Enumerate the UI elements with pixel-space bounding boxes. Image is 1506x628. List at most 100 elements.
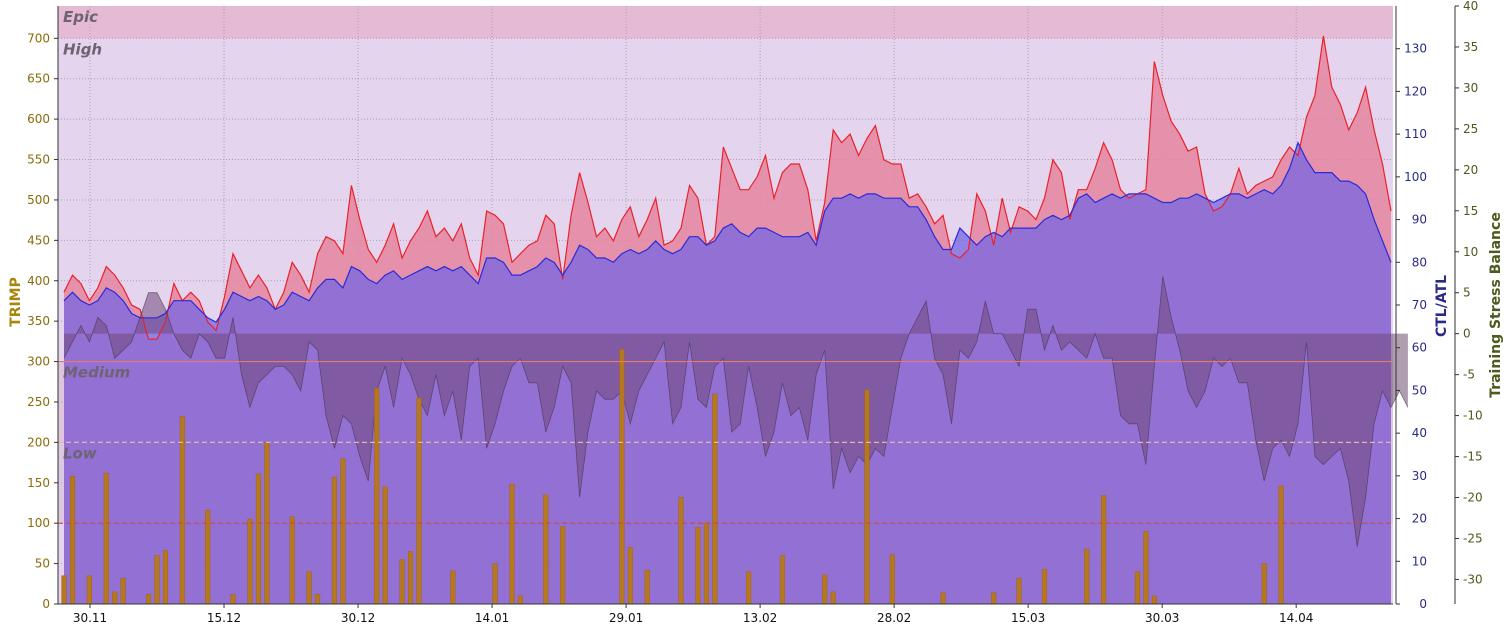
x-tick-label: 30.11 [73, 611, 107, 625]
middle-tick-label: 0 [1419, 597, 1427, 611]
x-tick-label: 15.12 [207, 611, 241, 625]
trimp-bar [154, 555, 160, 605]
left-tick-label: 650 [27, 72, 50, 86]
trimp-bar [314, 594, 321, 605]
left-tick-label: 600 [27, 112, 50, 126]
middle-tick-label: 30 [1412, 469, 1427, 483]
x-tick-label: 15.03 [1011, 611, 1045, 625]
right-tick-label: 40 [1463, 0, 1478, 13]
trimp-bar [1016, 577, 1022, 605]
trimp-bar [678, 497, 684, 605]
middle-tick-label: 10 [1412, 554, 1427, 568]
trimp-bar [120, 577, 126, 605]
trimp-bar [255, 473, 261, 605]
trimp-bar [382, 486, 388, 605]
middle-tick-label: 60 [1412, 341, 1427, 355]
trimp-bar [162, 550, 169, 605]
trimp-bar [1041, 569, 1048, 605]
x-tick-label: 13.02 [743, 611, 777, 625]
trimp-bar [712, 393, 718, 605]
left-tick-label: 50 [35, 557, 50, 571]
left-tick-label: 400 [27, 274, 50, 288]
trimp-bar [940, 592, 946, 605]
trimp-bar [543, 494, 549, 605]
trimp-bar [1084, 548, 1090, 605]
trimp-bar [331, 476, 338, 605]
right-tick-label: 0 [1463, 327, 1471, 341]
left-tick-label: 250 [27, 395, 50, 409]
middle-tick-label: 110 [1404, 127, 1427, 141]
middle-tick-label: 70 [1412, 298, 1427, 312]
trimp-bar [889, 554, 895, 605]
middle-tick-label: 100 [1404, 170, 1427, 184]
right-tick-label: -20 [1463, 491, 1483, 505]
x-tick-label: 30.03 [1145, 611, 1179, 625]
x-tick-label: 14.01 [475, 611, 509, 625]
trimp-bar [247, 518, 253, 605]
zone-band-epic [58, 6, 1393, 39]
trimp-bar [205, 510, 211, 605]
trimp-bar [619, 349, 625, 605]
middle-tick-label: 50 [1412, 383, 1427, 397]
left-tick-label: 100 [27, 516, 50, 530]
trimp-bar [179, 416, 185, 605]
trimp-bar [61, 575, 67, 605]
trimp-bar [560, 526, 566, 605]
trimp-bar [69, 476, 76, 605]
trimp-bar [407, 551, 414, 605]
trimp-bar [1101, 495, 1107, 605]
middle-tick-label: 20 [1412, 512, 1427, 526]
trimp-bar [416, 397, 422, 605]
left-tick-label: 200 [27, 435, 50, 449]
series-areas [58, 6, 1409, 604]
right-tick-label: 5 [1463, 286, 1471, 300]
right-axis-title: Training Stress Balance [1488, 212, 1504, 398]
zone-label-low: Low [63, 444, 97, 462]
left-tick-label: 500 [27, 193, 50, 207]
trimp-bar [145, 594, 152, 605]
x-tick-label: 30.12 [341, 611, 375, 625]
trimp-bar [517, 595, 523, 605]
right-tick-label: 10 [1463, 245, 1478, 259]
right-tick-label: 25 [1463, 122, 1478, 136]
trimp-bar [492, 563, 498, 605]
trimp-bar [1143, 531, 1149, 605]
trimp-bar [450, 570, 456, 605]
trimp-bar [1134, 571, 1141, 605]
trimp-bar [644, 569, 650, 605]
trimp-bar [695, 526, 701, 605]
left-tick-label: 0 [42, 597, 50, 611]
tsb-line [63, 276, 1409, 547]
x-tick-label: 29.01 [609, 611, 643, 625]
left-tick-label: 350 [27, 314, 50, 328]
trimp-bars [61, 349, 1284, 605]
trimp-bar [289, 516, 295, 605]
trimp-bar [103, 472, 109, 605]
trimp-bar [779, 555, 786, 605]
trimp-bar [112, 591, 118, 605]
right-tick-label: -25 [1463, 531, 1483, 545]
middle-axis-title: CTL/ATL [1434, 275, 1450, 337]
right-tick-label: -5 [1463, 368, 1475, 382]
left-tick-label: 700 [27, 31, 50, 45]
trimp-bar [830, 591, 836, 605]
trimp-bar [627, 547, 633, 605]
x-tick-label: 28.02 [877, 611, 911, 625]
trimp-bar [1151, 595, 1157, 605]
right-tick-label: 20 [1463, 163, 1478, 177]
trimp-bar [864, 389, 870, 605]
right-tick-label: 35 [1463, 40, 1478, 54]
zone-label-epic: Epic [63, 8, 98, 26]
trimp-bar [509, 484, 515, 605]
right-tick-label: 15 [1463, 204, 1478, 218]
trimp-bar [1261, 563, 1267, 605]
left-tick-label: 300 [27, 355, 50, 369]
overlay-tint [58, 6, 1393, 604]
trimp-bar [306, 571, 312, 605]
zone-label-high: High [63, 40, 102, 58]
trimp-bar [340, 458, 346, 605]
trimp-bar [703, 522, 709, 605]
trimp-bar [822, 574, 828, 605]
left-tick-label: 150 [27, 476, 50, 490]
